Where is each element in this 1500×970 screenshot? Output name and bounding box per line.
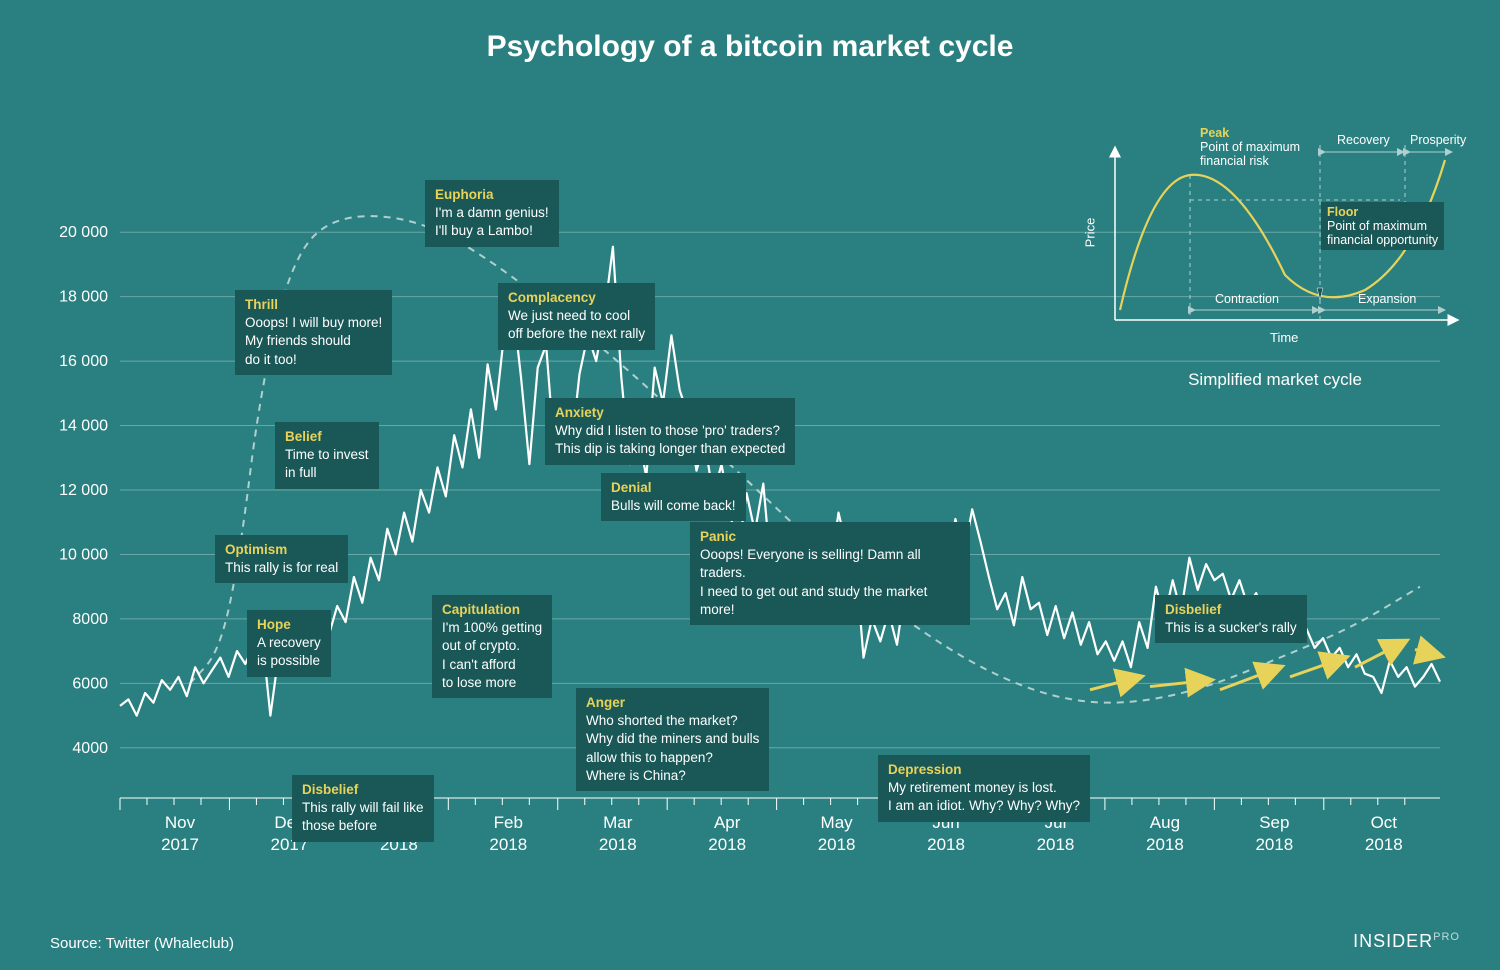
inset-y-label: Price xyxy=(1082,218,1097,248)
annotation-disbelief: DisbeliefThis rally will fail like those… xyxy=(292,775,434,842)
inset-chart: Price Time Peak Point of maximum financi… xyxy=(1085,140,1465,380)
annotation-thrill: ThrillOoops! I will buy more! My friends… xyxy=(235,290,392,375)
annotation-phase: Optimism xyxy=(225,541,338,559)
svg-text:Aug: Aug xyxy=(1150,813,1180,832)
svg-text:Sep: Sep xyxy=(1259,813,1289,832)
annotation-text: Time to invest in full xyxy=(285,447,369,480)
annotation-phase: Thrill xyxy=(245,296,382,314)
annotation-denial: DenialBulls will come back! xyxy=(601,473,746,521)
svg-text:4000: 4000 xyxy=(72,740,108,757)
svg-text:2018: 2018 xyxy=(1255,835,1293,854)
annotation-text: I'm a damn genius! I'll buy a Lambo! xyxy=(435,205,549,238)
annotation-phase: Capitulation xyxy=(442,601,542,619)
svg-text:10 000: 10 000 xyxy=(59,546,108,563)
svg-text:2018: 2018 xyxy=(708,835,746,854)
annotation-text: This rally will fail like those before xyxy=(302,800,424,833)
brand-logo: INSIDERPRO xyxy=(1353,931,1460,952)
source-text: Source: Twitter (Whaleclub) xyxy=(50,935,234,952)
annotation-complacency: ComplacencyWe just need to cool off befo… xyxy=(498,283,655,350)
inset-contraction: Contraction xyxy=(1215,292,1279,306)
annotation-phase: Disbelief xyxy=(302,781,424,799)
svg-text:6000: 6000 xyxy=(72,675,108,692)
annotation-phase: Hope xyxy=(257,616,321,634)
svg-text:16 000: 16 000 xyxy=(59,353,108,370)
svg-text:2018: 2018 xyxy=(927,835,965,854)
annotation-depression: DepressionMy retirement money is lost. I… xyxy=(878,755,1090,822)
annotation-hope: HopeA recovery is possible xyxy=(247,610,331,677)
svg-text:2018: 2018 xyxy=(1037,835,1075,854)
annotation-euphoria: EuphoriaI'm a damn genius! I'll buy a La… xyxy=(425,180,559,247)
inset-floor: Floor Point of maximum financial opportu… xyxy=(1321,202,1444,250)
annotation-phase: Disbelief xyxy=(1165,601,1297,619)
annotation-text: Bulls will come back! xyxy=(611,498,736,513)
svg-text:Feb: Feb xyxy=(494,813,523,832)
inset-expansion: Expansion xyxy=(1358,292,1416,306)
inset-recovery: Recovery xyxy=(1337,133,1390,147)
svg-text:2017: 2017 xyxy=(161,835,199,854)
inset-peak: Peak Point of maximum financial risk xyxy=(1200,126,1300,168)
annotation-text: I'm 100% getting out of crypto. I can't … xyxy=(442,620,542,690)
annotation-anger: AngerWho shorted the market? Why did the… xyxy=(576,688,769,791)
annotation-text: This rally is for real xyxy=(225,560,338,575)
annotation-text: Why did I listen to those 'pro' traders?… xyxy=(555,423,785,456)
annotation-anxiety: AnxietyWhy did I listen to those 'pro' t… xyxy=(545,398,795,465)
svg-text:20 000: 20 000 xyxy=(59,224,108,241)
annotation-belief: BeliefTime to invest in full xyxy=(275,422,379,489)
svg-text:12 000: 12 000 xyxy=(59,482,108,499)
svg-text:May: May xyxy=(821,813,854,832)
inset-caption: Simplified market cycle xyxy=(1085,370,1465,390)
annotation-phase: Belief xyxy=(285,428,369,446)
svg-text:Nov: Nov xyxy=(165,813,196,832)
annotation-phase: Panic xyxy=(700,528,960,546)
svg-text:2018: 2018 xyxy=(599,835,637,854)
annotation-text: Ooops! I will buy more! My friends shoul… xyxy=(245,315,382,366)
svg-text:2018: 2018 xyxy=(489,835,527,854)
inset-x-label: Time xyxy=(1270,330,1298,345)
svg-text:14 000: 14 000 xyxy=(59,418,108,435)
svg-text:Oct: Oct xyxy=(1371,813,1398,832)
annotation-phase: Depression xyxy=(888,761,1080,779)
annotation-phase: Denial xyxy=(611,479,736,497)
chart-title: Psychology of a bitcoin market cycle xyxy=(0,30,1500,64)
annotation-phase: Anxiety xyxy=(555,404,785,422)
svg-text:2018: 2018 xyxy=(1365,835,1403,854)
svg-text:18 000: 18 000 xyxy=(59,289,108,306)
svg-text:Apr: Apr xyxy=(714,813,741,832)
annotation-phase: Complacency xyxy=(508,289,645,307)
annotation-text: My retirement money is lost. I am an idi… xyxy=(888,780,1080,813)
annotation-text: Who shorted the market? Why did the mine… xyxy=(586,713,759,783)
annotation-phase: Euphoria xyxy=(435,186,549,204)
annotation-text: We just need to cool off before the next… xyxy=(508,308,645,341)
annotation-disbelief: DisbeliefThis is a sucker's rally xyxy=(1155,595,1307,643)
annotation-text: Ooops! Everyone is selling! Damn all tra… xyxy=(700,547,927,617)
annotation-text: This is a sucker's rally xyxy=(1165,620,1297,635)
annotation-capitulation: CapitulationI'm 100% getting out of cryp… xyxy=(432,595,552,698)
svg-text:Mar: Mar xyxy=(603,813,633,832)
svg-text:2018: 2018 xyxy=(1146,835,1184,854)
svg-text:8000: 8000 xyxy=(72,611,108,628)
svg-text:2018: 2018 xyxy=(818,835,856,854)
annotation-panic: PanicOoops! Everyone is selling! Damn al… xyxy=(690,522,970,625)
annotation-phase: Anger xyxy=(586,694,759,712)
annotation-text: A recovery is possible xyxy=(257,635,321,668)
annotation-optimism: OptimismThis rally is for real xyxy=(215,535,348,583)
inset-prosperity: Prosperity xyxy=(1410,133,1466,147)
